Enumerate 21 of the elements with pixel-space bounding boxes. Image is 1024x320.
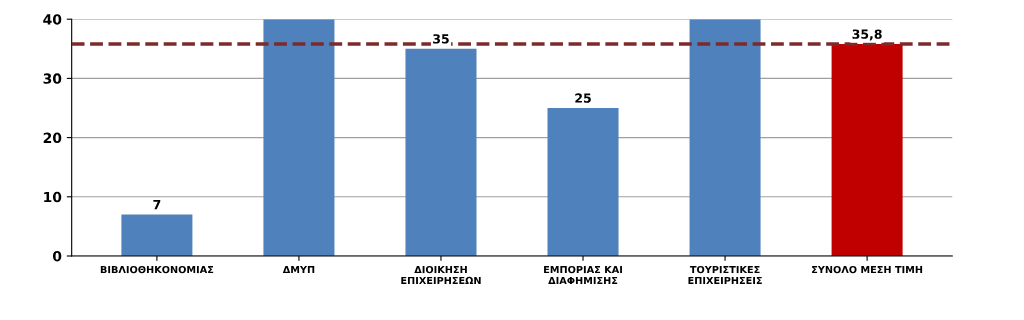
bar <box>121 214 193 256</box>
data-label: 35,8 <box>852 29 882 41</box>
x-tick-label: ΕΜΠΟΡΙΑΣ ΚΑΙ ΔΙΑΦΗΜΙΣΗΣ <box>544 265 622 284</box>
bar <box>263 19 335 256</box>
bar <box>831 44 903 256</box>
bar <box>405 48 477 256</box>
bar <box>547 108 619 256</box>
x-tick-label: ΔΜΥΠ <box>282 266 315 274</box>
y-tick-label: 20 <box>43 132 62 144</box>
data-label: 25 <box>575 93 591 103</box>
data-label: 35 <box>433 34 449 44</box>
y-tick-label: 0 <box>52 250 62 262</box>
y-tick-label: 10 <box>44 191 62 203</box>
bar <box>689 19 761 256</box>
data-label: 7 <box>153 200 161 210</box>
x-tick-label: ΔΙΟΙΚΗΣΗ ΕΠΙΧΕΙΡΗΣΕΩΝ <box>401 265 481 284</box>
y-tick-label: 40 <box>43 14 62 25</box>
x-tick-label: ΒΙΒΛΙΟΘΗΚΟΝΟΜΙΑΣ <box>100 265 214 274</box>
x-tick-label: ΤΟΥΡΙΣΤΙΚΕΣ ΕΠΙΧΕΙΡΗΣΕΙΣ <box>688 265 762 284</box>
y-tick-label: 30 <box>43 73 62 84</box>
x-tick-label: ΣΥΝΟΛΟ ΜΕΣΗ ΤΙΜΗ <box>812 265 923 274</box>
